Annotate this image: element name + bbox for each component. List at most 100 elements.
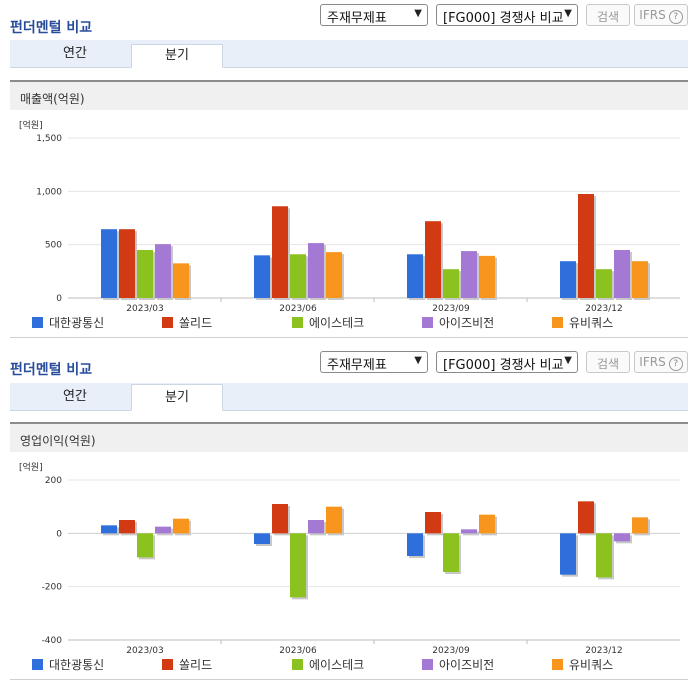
bar xyxy=(137,250,153,298)
search-button[interactable]: 검색 xyxy=(586,4,630,26)
help-icon: ? xyxy=(668,357,683,371)
section-title: 펀더멘털 비교 xyxy=(10,20,93,36)
legend-item: 에이스테크 xyxy=(292,314,364,331)
y-tick-label: 0 xyxy=(56,529,62,539)
ifrs-help-button[interactable]: IFRS? xyxy=(634,4,688,26)
legend-swatch xyxy=(32,317,43,328)
bar xyxy=(578,501,594,534)
search-button[interactable]: 검색 xyxy=(586,351,630,373)
bar xyxy=(443,269,459,298)
x-tick-label: 2023/12 xyxy=(585,646,622,656)
bar xyxy=(632,517,648,534)
help-icon: ? xyxy=(668,10,683,24)
section-title: 펀더멘털 비교 xyxy=(10,362,93,378)
legend-swatch xyxy=(162,317,173,328)
bar xyxy=(119,229,135,298)
bar xyxy=(254,533,270,544)
ifrs-label: IFRS xyxy=(639,8,666,22)
legend-label: 유비쿼스 xyxy=(569,658,614,672)
bar xyxy=(308,520,324,534)
legend-item: 아이즈비전 xyxy=(422,314,494,331)
legend-label: 아이즈비전 xyxy=(439,316,495,330)
tab-quarter[interactable]: 분기 xyxy=(131,384,223,411)
legend-item: 에이스테크 xyxy=(292,656,364,673)
comparison-select[interactable]: [FG000] 경쟁사 비교 ▼ xyxy=(436,4,578,26)
bar xyxy=(614,250,630,298)
y-tick-label: 500 xyxy=(45,241,62,251)
bar xyxy=(560,261,576,298)
bar xyxy=(578,194,594,298)
legend-item: 유비쿼스 xyxy=(552,656,613,673)
statement-select[interactable]: 주재무제표 ▼ xyxy=(320,351,428,373)
bar xyxy=(425,512,441,534)
y-tick-label: -200 xyxy=(42,583,63,593)
metric-title: 매출액(억원) xyxy=(20,92,85,106)
legend-item: 쏠리드 xyxy=(162,314,212,331)
legend-label: 에이스테크 xyxy=(309,316,365,330)
comparison-select[interactable]: [FG000] 경쟁사 비교 ▼ xyxy=(436,351,578,373)
bar xyxy=(425,221,441,298)
legend-item: 유비쿼스 xyxy=(552,314,613,331)
x-tick-label: 2023/09 xyxy=(432,646,470,656)
bar xyxy=(632,261,648,298)
statement-select[interactable]: 주재무제표 ▼ xyxy=(320,4,428,26)
ifrs-label: IFRS xyxy=(639,355,666,369)
divider xyxy=(10,679,688,680)
bar xyxy=(407,533,423,556)
bar xyxy=(308,243,324,298)
legend-swatch xyxy=(292,317,303,328)
unit-label: [억원] xyxy=(19,463,43,473)
bar xyxy=(101,525,117,534)
legend-swatch xyxy=(552,659,563,670)
legend-item: 아이즈비전 xyxy=(422,656,494,673)
comparison-select-value: [FG000] 경쟁사 비교 xyxy=(443,358,564,373)
tab-annual[interactable]: 연간 xyxy=(63,46,87,61)
bar xyxy=(614,533,630,542)
operating-profit-legend: 대한광통신 쏠리드 에이스테크 아이즈비전 유비쿼스 xyxy=(0,656,696,672)
legend-label: 대한광통신 xyxy=(49,316,105,330)
bar xyxy=(173,518,189,534)
bar xyxy=(254,255,270,298)
x-tick-label: 2023/06 xyxy=(279,646,317,656)
bar xyxy=(290,533,306,598)
legend-label: 유비쿼스 xyxy=(569,316,614,330)
legend-label: 쏠리드 xyxy=(179,658,213,672)
bar xyxy=(173,263,189,298)
bar xyxy=(290,254,306,298)
bar xyxy=(326,252,342,298)
statement-select-value: 주재무제표 xyxy=(327,11,387,26)
section-header: 펀더멘털 비교 주재무제표 ▼ [FG000] 경쟁사 비교 ▼ 검색 IFRS… xyxy=(0,4,696,40)
bar xyxy=(101,229,117,298)
legend-label: 쏠리드 xyxy=(179,316,213,330)
unit-label: [억원] xyxy=(19,121,43,131)
revenue-legend: 대한광통신 쏠리드 에이스테크 아이즈비전 유비쿼스 xyxy=(0,314,696,330)
bar xyxy=(461,529,477,534)
legend-label: 대한광통신 xyxy=(49,658,105,672)
bar xyxy=(596,533,612,578)
bar xyxy=(272,206,288,298)
period-tabs: 연간 분기 xyxy=(10,40,688,68)
chevron-down-icon: ▼ xyxy=(414,355,422,366)
legend-label: 에이스테크 xyxy=(309,658,365,672)
bar xyxy=(272,504,288,534)
bar xyxy=(155,244,171,298)
y-tick-label: -400 xyxy=(42,636,63,646)
metric-title-bar: 영업이익(억원) xyxy=(10,422,688,452)
metric-title: 영업이익(억원) xyxy=(20,434,96,448)
bar xyxy=(119,520,135,534)
y-tick-label: 0 xyxy=(56,294,62,304)
x-tick-label: 2023/03 xyxy=(126,304,163,314)
tab-quarter[interactable]: 분기 xyxy=(131,44,223,68)
revenue-chart: 0 500 1,000 1,500 2023/03 2023/06 2023/09 2023/… xyxy=(36,134,680,314)
bar xyxy=(326,506,342,534)
y-tick-label: 200 xyxy=(45,476,62,486)
x-tick-label: 2023/12 xyxy=(585,304,622,314)
y-tick-label: 1,000 xyxy=(36,187,62,197)
y-tick-label: 1,500 xyxy=(36,134,62,144)
legend-swatch xyxy=(292,659,303,670)
bar xyxy=(461,251,477,298)
ifrs-help-button[interactable]: IFRS? xyxy=(634,351,688,373)
x-tick-label: 2023/03 xyxy=(126,646,163,656)
legend-swatch xyxy=(552,317,563,328)
tab-annual[interactable]: 연간 xyxy=(63,389,87,404)
